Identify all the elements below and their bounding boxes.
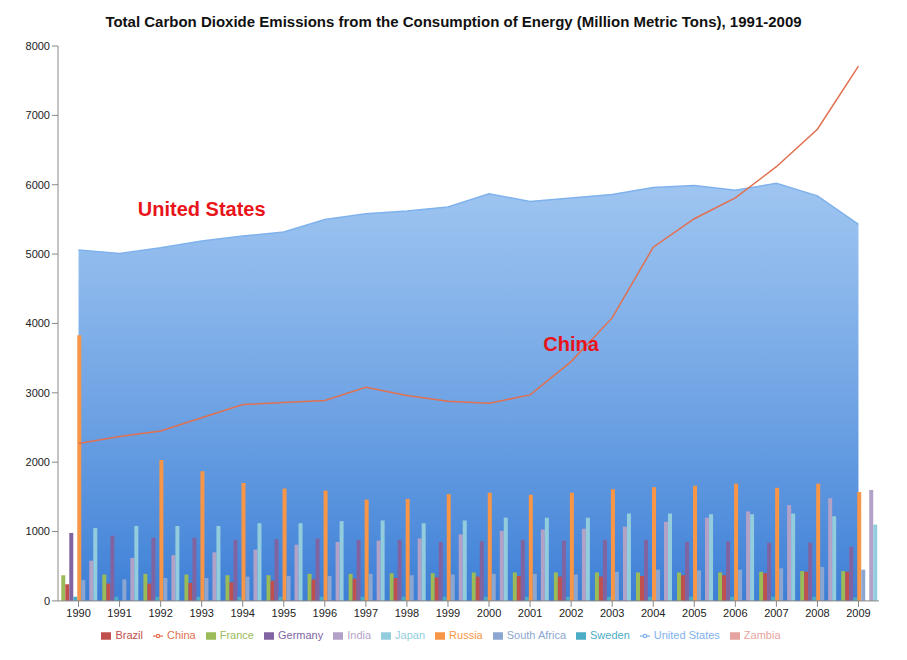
svg-text:5000: 5000	[26, 248, 50, 260]
html-text:Japan: Japan	[395, 628, 426, 641]
svg-text:2004: 2004	[641, 607, 665, 619]
svg-text:0: 0	[44, 595, 50, 607]
svg-text:2009: 2009	[846, 607, 870, 619]
svg-text:1993: 1993	[189, 607, 213, 619]
html-text:Germany: Germany	[278, 628, 324, 641]
svg-text:3000: 3000	[26, 387, 50, 399]
html-text:France: France	[219, 628, 254, 641]
svg-text:1995: 1995	[272, 607, 296, 619]
svg-text:1991: 1991	[107, 607, 131, 619]
html-text:India: India	[347, 628, 372, 641]
svg-text:1998: 1998	[395, 607, 419, 619]
svg-text:1999: 1999	[436, 607, 460, 619]
svg-text:1996: 1996	[313, 607, 337, 619]
svg-text:2006: 2006	[723, 607, 747, 619]
svg-text:4000: 4000	[26, 317, 50, 329]
svg-text:China: China	[543, 333, 599, 355]
svg-text:2008: 2008	[805, 607, 829, 619]
svg-text:1000: 1000	[26, 525, 50, 537]
svg-text:2007: 2007	[764, 607, 788, 619]
svg-text:2000: 2000	[26, 456, 50, 468]
html-text:South Africa: South Africa	[506, 628, 566, 641]
svg-text:7000: 7000	[26, 109, 50, 121]
html-text:China: China	[167, 628, 196, 641]
svg-text:United States: United States	[138, 198, 266, 220]
html-text:Sweden: Sweden	[590, 628, 630, 641]
svg-text:2002: 2002	[559, 607, 583, 619]
html-text:United States: United States	[653, 628, 720, 641]
svg-text:2005: 2005	[682, 607, 706, 619]
svg-text:1997: 1997	[354, 607, 378, 619]
svg-text:2003: 2003	[600, 607, 624, 619]
html-text:Brazil: Brazil	[115, 628, 143, 641]
svg-text:1994: 1994	[230, 607, 254, 619]
html-text:Russia: Russia	[449, 628, 483, 641]
svg-text:2001: 2001	[518, 607, 542, 619]
html-text:Zambia: Zambia	[743, 628, 781, 641]
svg-text:1990: 1990	[66, 607, 90, 619]
svg-text:6000: 6000	[26, 179, 50, 191]
svg-text:1992: 1992	[148, 607, 172, 619]
svg-text:8000: 8000	[26, 40, 50, 52]
svg-text:2000: 2000	[477, 607, 501, 619]
html-text:Total Carbon Dioxide Emissions: Total Carbon Dioxide Emissions from the …	[105, 13, 802, 30]
